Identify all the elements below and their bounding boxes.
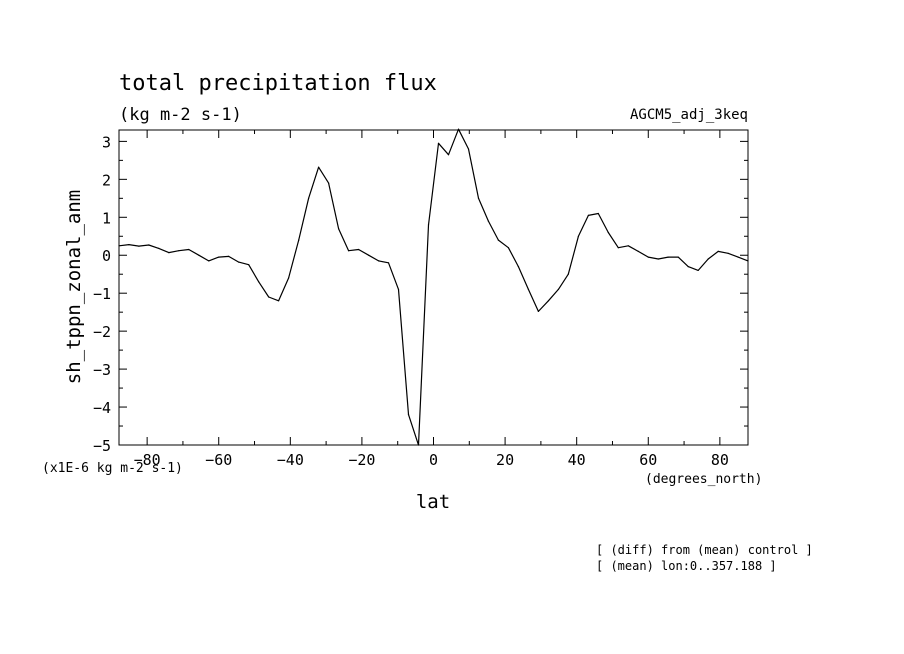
data-point xyxy=(697,269,699,271)
plot-frame xyxy=(118,129,749,446)
data-point xyxy=(547,300,550,302)
x-axis-ticks: −80 −60 −40 −20 0 20 40 60 80 xyxy=(134,130,729,469)
x-tick-label: −40 xyxy=(277,451,304,469)
y-axis-ticks: 3 2 1 0 −1 −2 −3 −4 −5 xyxy=(93,133,748,455)
data-point xyxy=(128,244,130,246)
data-point xyxy=(447,154,450,156)
footnote-diff: [ (diff) from (mean) control ] xyxy=(596,543,813,557)
data-point xyxy=(577,235,580,237)
data-point xyxy=(328,182,330,184)
chart-title: total precipitation flux xyxy=(119,71,437,96)
data-point xyxy=(378,260,380,262)
data-point xyxy=(687,266,689,268)
y-scale-note: (x1E-6 kg m-2 s-1) xyxy=(42,461,183,476)
data-point xyxy=(198,254,200,256)
data-point xyxy=(228,255,230,257)
data-point xyxy=(497,239,499,241)
data-point xyxy=(188,248,190,251)
data-point xyxy=(278,300,280,302)
x-tick-label: 40 xyxy=(568,451,586,469)
footnote-mean: [ (mean) lon:0..357.188 ] xyxy=(596,559,777,573)
y-tick-label: −2 xyxy=(93,323,111,341)
data-point xyxy=(507,247,509,249)
x-tick-label: 20 xyxy=(496,451,514,469)
data-point xyxy=(457,128,460,130)
x-tick-label: 60 xyxy=(639,451,657,469)
y-tick-label: 3 xyxy=(102,133,111,151)
data-point xyxy=(178,250,180,252)
data-point xyxy=(627,245,629,247)
data-point xyxy=(727,252,729,254)
data-point xyxy=(487,220,489,222)
data-point xyxy=(417,444,420,446)
data-point xyxy=(647,256,649,258)
data-point xyxy=(168,252,170,254)
y-tick-label: −4 xyxy=(93,399,111,417)
data-point xyxy=(248,264,250,266)
data-point xyxy=(527,288,530,290)
data-point xyxy=(298,239,300,241)
data-point xyxy=(597,212,599,215)
x-tick-label: −20 xyxy=(348,451,375,469)
y-tick-label: 1 xyxy=(102,209,111,227)
y-tick-label: −5 xyxy=(93,437,111,455)
data-point xyxy=(557,288,560,290)
data-point xyxy=(437,142,440,144)
y-tick-label: −3 xyxy=(93,361,111,379)
data-point xyxy=(427,224,430,226)
data-point xyxy=(258,281,260,283)
data-point xyxy=(677,256,679,258)
data-point xyxy=(467,148,470,150)
data-point xyxy=(717,250,719,252)
x-tick-label: 0 xyxy=(429,451,438,469)
data-point xyxy=(288,277,290,279)
data-point xyxy=(607,231,609,234)
data-point xyxy=(208,260,210,262)
data-point xyxy=(138,245,140,247)
x-axis-units: (degrees_north) xyxy=(645,472,762,487)
x-tick-label: −80 xyxy=(134,451,161,469)
dataset-label: AGCM5_adj_3keq xyxy=(630,107,748,123)
data-point xyxy=(387,262,390,264)
data-point xyxy=(637,250,639,252)
data-point xyxy=(268,296,270,298)
data-point xyxy=(358,248,360,251)
data-point xyxy=(397,288,400,290)
data-point xyxy=(657,258,659,260)
data-point xyxy=(218,256,220,258)
data-point xyxy=(537,310,540,312)
data-point xyxy=(737,256,739,258)
data-point xyxy=(667,256,669,258)
series-line xyxy=(118,128,749,446)
data-point xyxy=(587,214,590,216)
data-point xyxy=(407,414,410,416)
x-axis-label: lat xyxy=(416,491,450,513)
data-point xyxy=(158,247,160,249)
y-tick-label: −1 xyxy=(93,285,111,303)
data-point xyxy=(348,250,350,252)
data-point xyxy=(477,197,480,199)
data-point xyxy=(617,247,619,249)
data-point xyxy=(707,258,709,260)
data-point xyxy=(567,273,569,275)
data-point xyxy=(747,260,749,262)
x-tick-label: 80 xyxy=(711,451,729,469)
data-point xyxy=(308,197,310,199)
data-point xyxy=(338,228,340,230)
x-tick-label: −60 xyxy=(205,451,232,469)
data-point xyxy=(118,245,120,247)
series-layer xyxy=(118,128,749,446)
y-tick-label: 0 xyxy=(102,247,111,265)
data-point xyxy=(238,261,240,263)
data-point xyxy=(318,166,320,168)
y-axis-label: sh_tppn_zonal_anm xyxy=(63,190,85,384)
data-point xyxy=(517,266,520,268)
data-point xyxy=(368,254,370,256)
units-label: (kg m-2 s-1) xyxy=(119,105,242,125)
data-point xyxy=(148,244,150,246)
y-tick-label: 2 xyxy=(102,171,111,189)
